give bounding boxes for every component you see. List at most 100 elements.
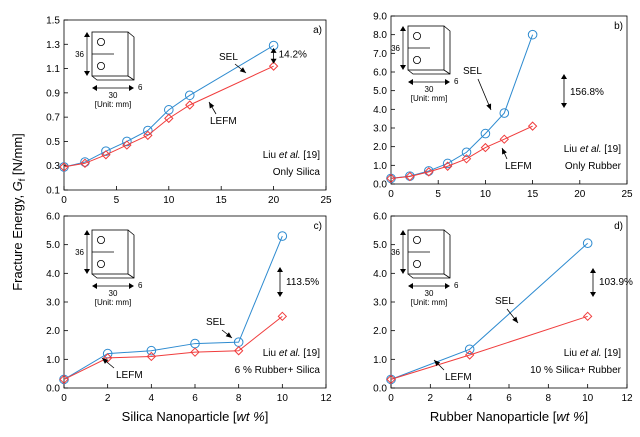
reference-label: Liu et al. [19] [564,348,621,359]
reference-label: Liu et al. [19] [564,144,621,155]
x-axis-label-end: ] [585,409,589,424]
y-tick-label: 2.0 [373,142,387,153]
panel-3-height-label: 36 [75,248,84,257]
panel-3-unit-label: [Unit: mm] [95,298,131,307]
x-tick-label: 15 [216,195,228,206]
sel-point [461,147,472,158]
panel-label: c) [314,221,322,232]
plot-frame [63,19,327,191]
sel-point [122,136,132,147]
lefm-point [268,61,279,71]
panel-description: Only Rubber [565,161,622,172]
lefm-point [122,140,132,150]
sel-label: SEL [219,52,238,63]
y-tick-label: 3.0 [46,298,60,309]
sel-point [277,231,288,241]
y-tick-label: 3.0 [373,124,387,135]
percent-label: 14.2% [279,50,307,61]
x-axis-label-text: Silica Nanoparticle [ [122,409,237,424]
panel-2-height-arrow-bottom [400,65,406,70]
panel-2-pin-hole-top [412,32,421,41]
sel-leader-head [512,316,518,323]
panel-3-width-label: 30 [109,289,118,298]
x-tick-label: 0 [61,393,67,404]
panel-2-width-label: 30 [425,85,434,94]
y-tick-label: 0.7 [46,113,60,124]
reference-label: Liu et al. [19] [263,150,320,161]
y-tick-label: 5.0 [46,240,60,251]
lefm-label: LEFM [505,161,532,172]
series-line-lefm [63,315,283,380]
y-tick-label: 4.0 [46,269,60,280]
sel-label: SEL [206,317,225,328]
panel-3-depth-label: 6 [138,281,143,290]
panel-2-depth-label: 6 [454,77,459,86]
y-tick-label: 1.0 [373,355,387,366]
reference-etal: et al. [279,150,301,161]
y-tick-label: 0.0 [373,180,387,191]
x-tick-label: 12 [320,393,332,404]
lefm-point [143,130,153,141]
panel-1-height-arrow-top [84,32,90,37]
panel-3-pin-hole-top [97,235,106,244]
lefm-point [164,113,174,124]
percent-arrow-head-bottom [590,292,596,297]
x-tick-label: 10 [480,189,492,200]
panel-4-width-arrow-left [408,283,413,289]
panel-description: 6 % Rubber+ Silica [235,365,321,376]
reference-number: [19] [301,150,321,161]
panel-1-width-label: 30 [109,91,118,100]
percent-arrow-head-bottom [561,103,567,108]
sel-label: SEL [463,66,482,77]
panel-2-width-arrow-right [445,79,450,85]
x-tick-label: 5 [114,195,120,206]
lefm-point [386,173,396,184]
x-tick-label: 6 [192,393,198,404]
lefm-point [405,171,415,182]
panel-4-specimen-edge [443,273,451,279]
lefm-point [424,167,434,177]
reference-etal: et al. [580,144,602,155]
percent-arrow-head-top [277,267,283,272]
x-axis-label-end: ] [265,409,269,424]
panel-3-pin-hole-bottom [97,259,106,268]
sel-point [527,29,538,40]
y-tick-label: 1.3 [46,40,60,51]
y-tick-label: 8.0 [373,30,387,41]
panel-4-width-arrow-right [445,283,450,289]
sel-leader-head [486,103,492,110]
sel-point [582,238,593,249]
lefm-point [527,121,538,131]
panel-2-width-arrow-left [408,79,413,85]
x-tick-label: 10 [163,195,175,206]
panel-1-width-arrow-right [129,85,134,91]
y-axis-label: Fracture Energy, Gf [N/mm] [10,133,27,291]
y-tick-label: 5.0 [373,240,387,251]
lefm-point [59,374,69,385]
x-tick-label: 10 [277,393,289,404]
x-tick-label: 4 [149,393,155,404]
y-tick-label: 6.0 [373,68,387,79]
percent-arrow-head-bottom [277,292,283,297]
lefm-point [101,150,111,160]
y-tick-label: 6.0 [46,212,60,223]
lefm-point [442,161,453,171]
sel-point [442,158,453,169]
x-tick-label: 6 [506,393,512,404]
chart-panel-2: 0.0 1.0 2.0 3.0 4.0 5.0 6.0 7.0 8.0 9.0 0 5 10 15 20 25… [373,12,633,201]
x-tick-label: 20 [268,195,280,206]
lefm-leader-head [209,102,215,109]
panel-label: b) [614,21,623,32]
panel-description: Only Silica [273,167,321,178]
sel-point [101,146,111,156]
x-axis-label-text: Rubber Nanoparticle [ [430,409,557,424]
series-line-lefm [390,315,588,380]
panel-4-height-label: 36 [391,248,400,257]
panel-1-depth-label: 6 [138,83,143,92]
x-tick-label: 20 [574,189,586,200]
percent-label: 113.5% [286,277,319,288]
percent-arrow-head-top [270,47,277,53]
sel-label: SEL [495,296,514,307]
lefm-label: LEFM [210,116,237,127]
y-tick-label: 5.0 [373,86,387,97]
